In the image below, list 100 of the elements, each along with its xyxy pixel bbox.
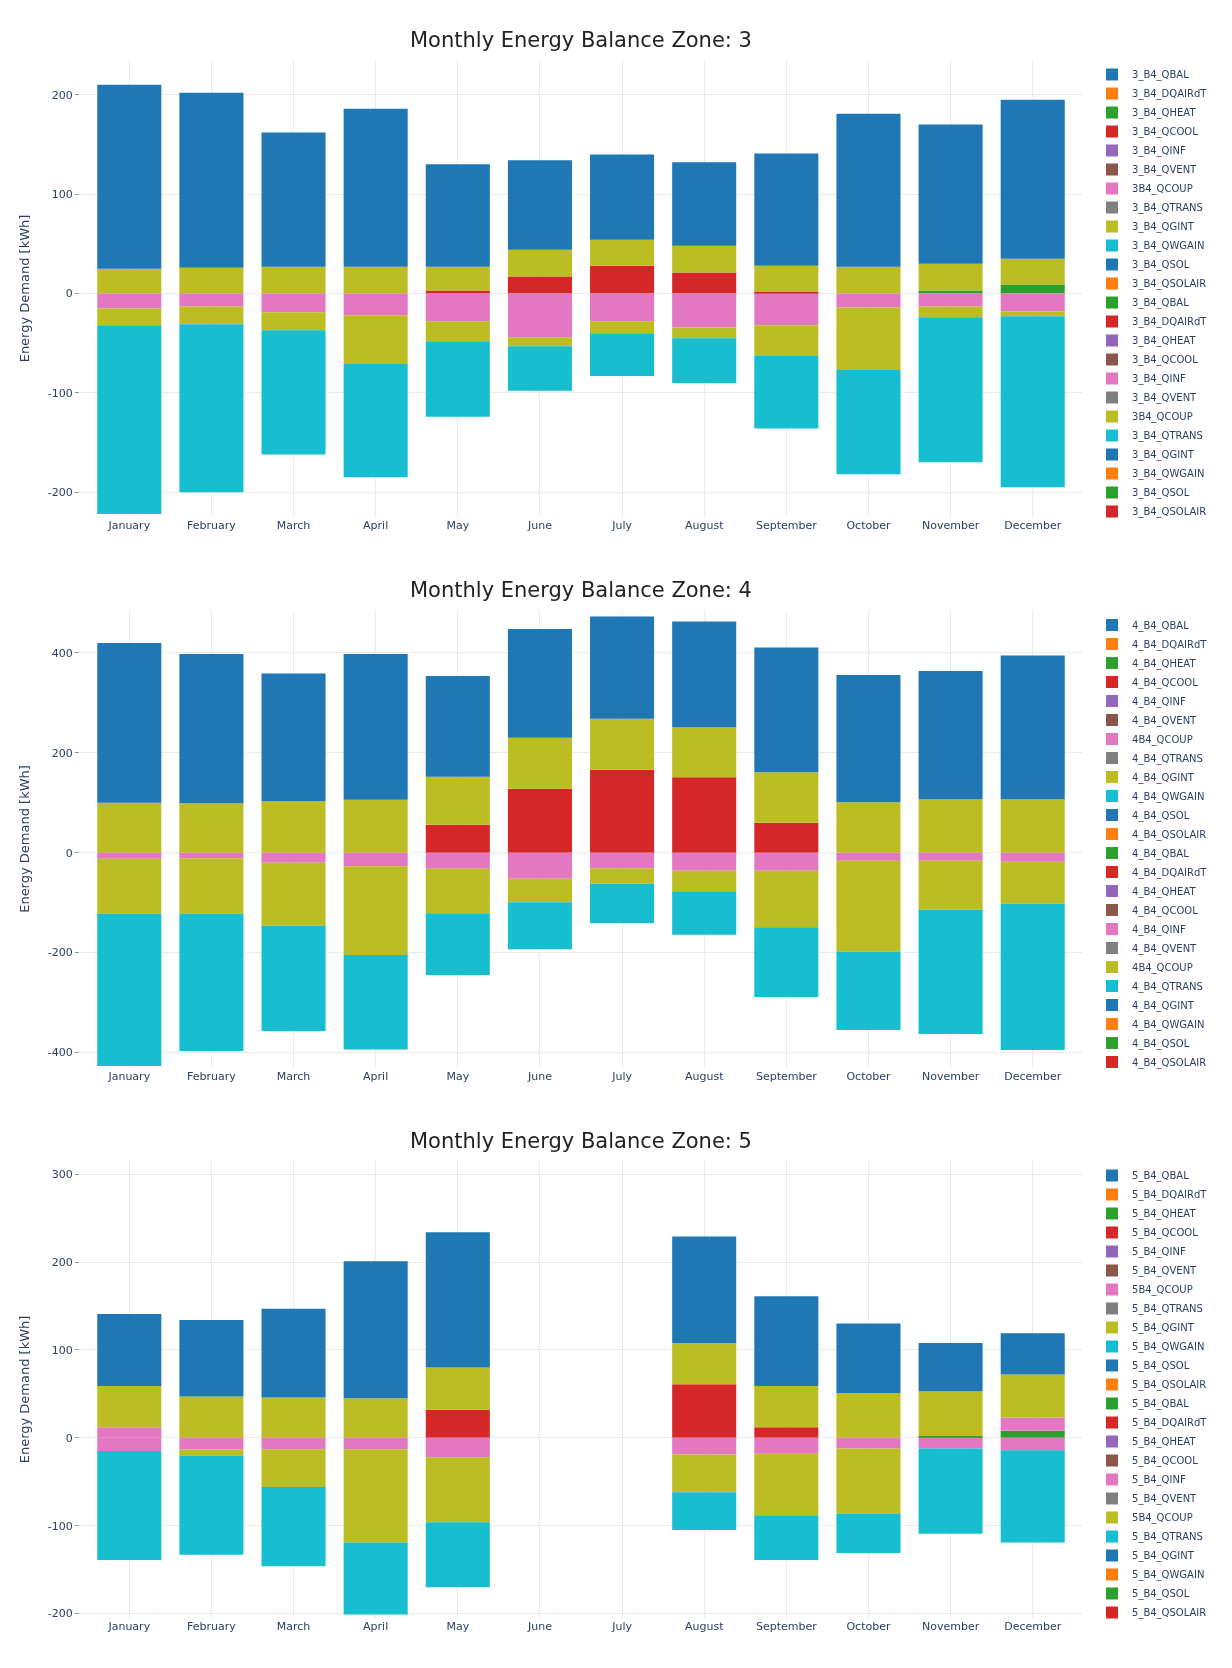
bar	[425, 1409, 490, 1438]
legend-label: 3_B4_QTRANS	[1132, 430, 1203, 443]
x-tick-label: February	[187, 1620, 237, 1633]
bar	[754, 772, 819, 823]
bar	[1000, 852, 1065, 862]
bar	[1000, 903, 1065, 1051]
legend-label: 4_B4_DQAIRdT	[1132, 638, 1208, 651]
bar	[754, 153, 819, 266]
legend-label: 5_B4_DQAIRdT	[1132, 1417, 1208, 1430]
bar	[836, 1393, 901, 1438]
bar	[918, 1435, 983, 1438]
bar	[672, 1492, 737, 1531]
y-tick-label: 300	[51, 1168, 73, 1182]
bar	[590, 616, 655, 719]
bar	[179, 1455, 244, 1555]
legend-label: 5_B4_QVENT	[1132, 1265, 1198, 1278]
x-tick-label: April	[363, 1620, 389, 1633]
bar	[179, 913, 244, 1052]
legend-label: 5B4_QCOUP	[1132, 1512, 1193, 1525]
legend-label: 4_B4_QHEAT	[1132, 885, 1197, 898]
bar	[507, 249, 572, 277]
bar	[425, 1367, 490, 1410]
legend-label: 4_B4_QBAL	[1132, 619, 1190, 632]
bar	[1000, 311, 1065, 317]
bar	[343, 1398, 408, 1438]
bar	[1000, 861, 1065, 904]
y-tick-label: 200	[51, 1255, 73, 1269]
bar	[754, 1453, 819, 1516]
bar	[590, 293, 655, 322]
x-tick-label: December	[1004, 1069, 1062, 1083]
bar	[179, 1449, 244, 1456]
bar	[1000, 655, 1065, 800]
bar	[672, 1454, 737, 1493]
bar	[672, 245, 737, 273]
x-tick-label: November	[921, 1620, 980, 1633]
bar	[97, 802, 162, 853]
bar	[836, 852, 901, 861]
legend-label: 4_B4_QINF	[1132, 695, 1186, 708]
bar	[425, 164, 490, 267]
legend-label: 5_B4_QHEAT	[1132, 1436, 1197, 1449]
bar	[1000, 1437, 1065, 1451]
bar	[179, 852, 244, 859]
bar	[672, 621, 737, 728]
legend-label: 3_B4_QGINT	[1132, 449, 1195, 462]
bar	[754, 870, 819, 928]
legend-label: 3_B4_QSOL	[1132, 487, 1190, 500]
legend-label: 4_B4_QHEAT	[1132, 657, 1197, 670]
legend-label: 5_B4_QTRANS	[1132, 1303, 1203, 1316]
legend-label: 5_B4_QCOOL	[1132, 1227, 1199, 1240]
chart-title: Monthly Energy Balance Zone: 4	[410, 578, 752, 602]
legend-label: 4_B4_QSOL	[1132, 1037, 1190, 1050]
bar	[590, 868, 655, 884]
legend-label: 3_B4_QSOLAIR	[1132, 506, 1207, 519]
bar	[425, 1457, 490, 1523]
bar	[754, 1515, 819, 1560]
bar	[179, 653, 244, 804]
x-tick-label: November	[921, 1069, 980, 1083]
bar	[507, 852, 572, 879]
legend-label: 3B4_QCOUP	[1132, 411, 1193, 424]
bar	[1000, 1430, 1065, 1438]
bar	[918, 1437, 983, 1449]
bar	[507, 276, 572, 294]
bar	[261, 1437, 326, 1450]
x-tick-label: June	[526, 1620, 553, 1633]
y-tick-label: -200	[47, 1607, 73, 1621]
bar	[179, 1320, 244, 1397]
legend-label: 4_B4_QSOLAIR	[1132, 828, 1207, 841]
bar	[343, 653, 408, 800]
bar	[590, 265, 655, 294]
bar	[343, 108, 408, 267]
bar	[836, 113, 901, 267]
bar	[261, 852, 326, 863]
x-tick-label: December	[1004, 1620, 1062, 1633]
bar	[672, 777, 737, 853]
legend-label: 3_B4_QBAL	[1132, 297, 1190, 310]
bar	[918, 124, 983, 264]
legend-label: 5_B4_QTRANS	[1132, 1531, 1203, 1544]
bar	[754, 647, 819, 773]
bar	[261, 312, 326, 331]
bar	[343, 315, 408, 365]
chart-title: Monthly Energy Balance Zone: 3	[410, 28, 752, 52]
legend-label: 3_B4_QVENT	[1132, 392, 1198, 405]
bar	[1000, 1374, 1065, 1418]
legend-label: 3_B4_QSOL	[1132, 259, 1190, 272]
bar	[507, 628, 572, 738]
x-tick-label: October	[846, 1620, 891, 1633]
bar	[918, 799, 983, 853]
y-tick-label: 200	[51, 88, 73, 102]
bar	[918, 263, 983, 291]
x-tick-label: March	[276, 519, 311, 533]
y-tick-label: 0	[65, 1431, 73, 1445]
legend-label: 4_B4_QCOOL	[1132, 676, 1199, 689]
bar	[1000, 316, 1065, 488]
bar	[507, 337, 572, 347]
x-tick-label: January	[107, 519, 151, 533]
y-tick-label: 100	[51, 187, 73, 201]
bar	[507, 346, 572, 391]
x-tick-label: September	[755, 1620, 818, 1633]
bar	[343, 1449, 408, 1543]
bar	[507, 160, 572, 250]
